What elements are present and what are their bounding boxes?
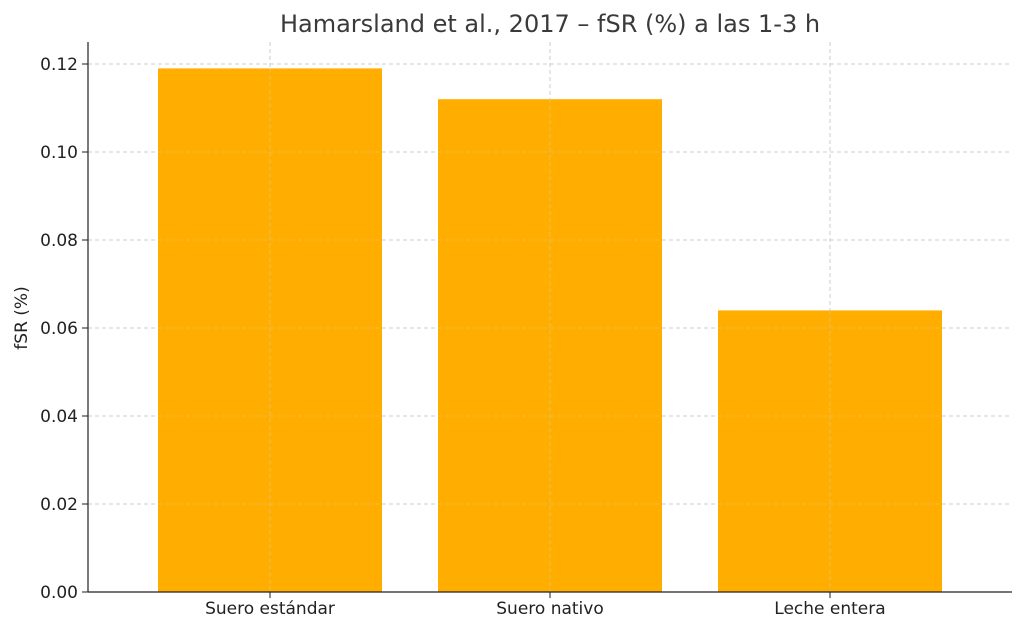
y-tick-label: 0.06: [40, 319, 78, 339]
x-tick-label: Suero estándar: [205, 599, 335, 619]
y-axis-label: fSR (%): [12, 286, 32, 349]
x-tick-label: Suero nativo: [496, 599, 604, 619]
bars: [88, 63, 1012, 593]
y-tick-label: 0.00: [40, 583, 78, 603]
y-tick-label: 0.04: [40, 407, 78, 427]
y-tick-label: 0.12: [40, 55, 78, 75]
tick-labels: 0.00 0.02 0.04 0.06 0.08 0.10 0.12 Suero estánd…: [40, 55, 886, 619]
y-tick-label: 0.02: [40, 495, 78, 515]
axes: [82, 42, 1012, 598]
chart-title: Hamarsland et al., 2017 – fSR (%) a las …: [280, 10, 820, 38]
x-tick-label: Leche entera: [774, 599, 885, 619]
y-tick-label: 0.10: [40, 143, 78, 163]
y-tick-label: 0.08: [40, 231, 78, 251]
